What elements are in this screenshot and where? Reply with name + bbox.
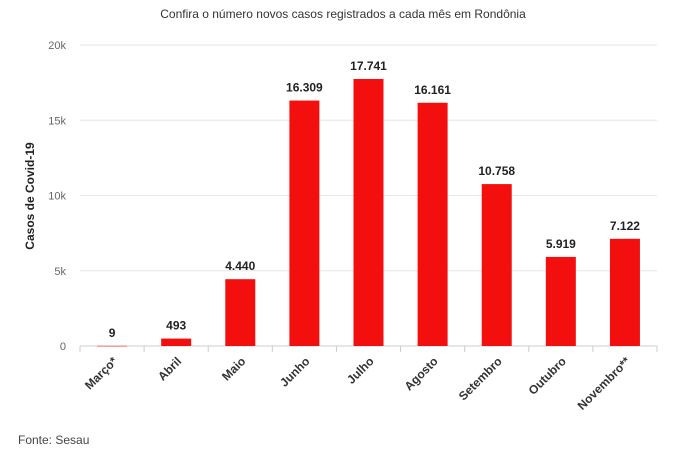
y-tick-label: 0 xyxy=(60,341,66,353)
bar xyxy=(161,338,192,346)
bars xyxy=(97,78,640,347)
data-label: 5.919 xyxy=(546,237,576,251)
x-tick-label: Março* xyxy=(82,354,120,392)
data-label: 17.741 xyxy=(350,59,387,73)
x-axis-ticks: Março* Abril Maio Junho Julho Agosto Setembro O… xyxy=(79,346,658,413)
bar xyxy=(609,238,640,346)
data-label: 493 xyxy=(166,319,186,333)
x-tick-label: Novembro** xyxy=(575,354,634,413)
data-label: 7.122 xyxy=(610,219,640,233)
x-tick-label: Agosto xyxy=(402,354,441,393)
bar xyxy=(481,184,512,346)
data-label: 16.161 xyxy=(414,83,451,97)
x-tick-label: Maio xyxy=(219,354,248,383)
bar xyxy=(97,345,128,347)
x-tick-label: Setembro xyxy=(456,354,505,403)
data-label: 10.758 xyxy=(478,164,515,178)
y-axis-ticks: 0 5k 10k 15k 20k xyxy=(48,40,66,353)
data-label: 4.440 xyxy=(225,259,255,273)
bar xyxy=(417,102,448,346)
chart-title: Confira o número novos casos registrados… xyxy=(160,7,526,21)
x-tick-label: Junho xyxy=(277,354,312,389)
x-tick-label: Abril xyxy=(155,354,184,383)
data-label: 9 xyxy=(109,326,116,340)
bar xyxy=(545,256,576,346)
data-label: 16.309 xyxy=(286,81,323,95)
y-tick-label: 10k xyxy=(48,191,66,203)
source-note: Fonte: Sesau xyxy=(18,433,90,447)
y-tick-label: 5k xyxy=(54,266,66,278)
bar xyxy=(289,100,320,346)
bar xyxy=(225,279,256,346)
bar xyxy=(353,78,384,346)
x-tick-label: Outubro xyxy=(526,354,569,397)
y-tick-label: 15k xyxy=(48,115,66,127)
y-tick-label: 20k xyxy=(48,40,66,52)
x-tick-label: Julho xyxy=(344,354,377,387)
y-axis-label: Casos de Covid-19 xyxy=(23,142,37,250)
data-labels: 9 493 4.440 16.309 17.741 16.161 10.758 5.919 7.… xyxy=(109,59,641,340)
